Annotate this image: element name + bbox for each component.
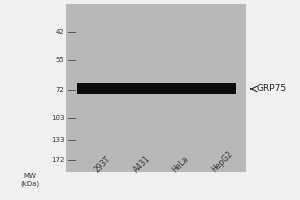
Bar (118, 83, 158, 94)
Bar (196, 83, 236, 94)
Text: 42: 42 (56, 29, 64, 35)
Bar (158, 83, 196, 94)
Text: 172: 172 (51, 157, 64, 163)
Text: HepG2: HepG2 (210, 149, 234, 174)
Bar (66, 4, 246, 172)
Text: HeLa: HeLa (171, 154, 191, 174)
Text: MW
(kDa): MW (kDa) (20, 173, 40, 187)
Text: 55: 55 (56, 57, 64, 63)
Text: 133: 133 (51, 137, 64, 143)
Text: GRP75: GRP75 (256, 84, 286, 93)
Text: 103: 103 (51, 115, 64, 121)
Text: 293T: 293T (93, 154, 112, 174)
Text: A431: A431 (132, 154, 152, 174)
Text: 72: 72 (56, 87, 64, 93)
Bar (76, 83, 122, 94)
